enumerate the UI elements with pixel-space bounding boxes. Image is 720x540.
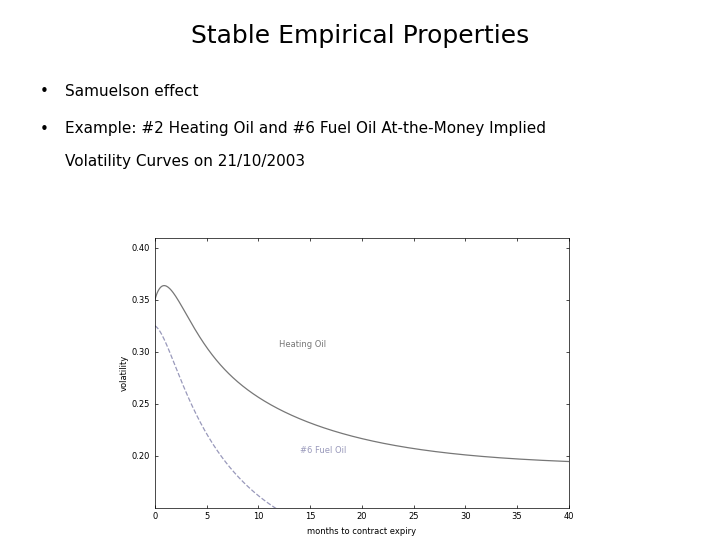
X-axis label: months to contract expiry: months to contract expiry xyxy=(307,527,416,536)
Text: Stable Empirical Properties: Stable Empirical Properties xyxy=(191,24,529,48)
Y-axis label: volatility: volatility xyxy=(120,354,129,391)
Text: Samuelson effect: Samuelson effect xyxy=(65,84,198,99)
Text: •: • xyxy=(40,84,48,99)
Text: •: • xyxy=(40,122,48,137)
Text: Volatility Curves on 21/10/2003: Volatility Curves on 21/10/2003 xyxy=(65,154,305,169)
Text: Heating Oil: Heating Oil xyxy=(279,340,326,349)
Text: Example: #2 Heating Oil and #6 Fuel Oil At-the-Money Implied: Example: #2 Heating Oil and #6 Fuel Oil … xyxy=(65,122,546,137)
Text: #6 Fuel Oil: #6 Fuel Oil xyxy=(300,446,346,455)
